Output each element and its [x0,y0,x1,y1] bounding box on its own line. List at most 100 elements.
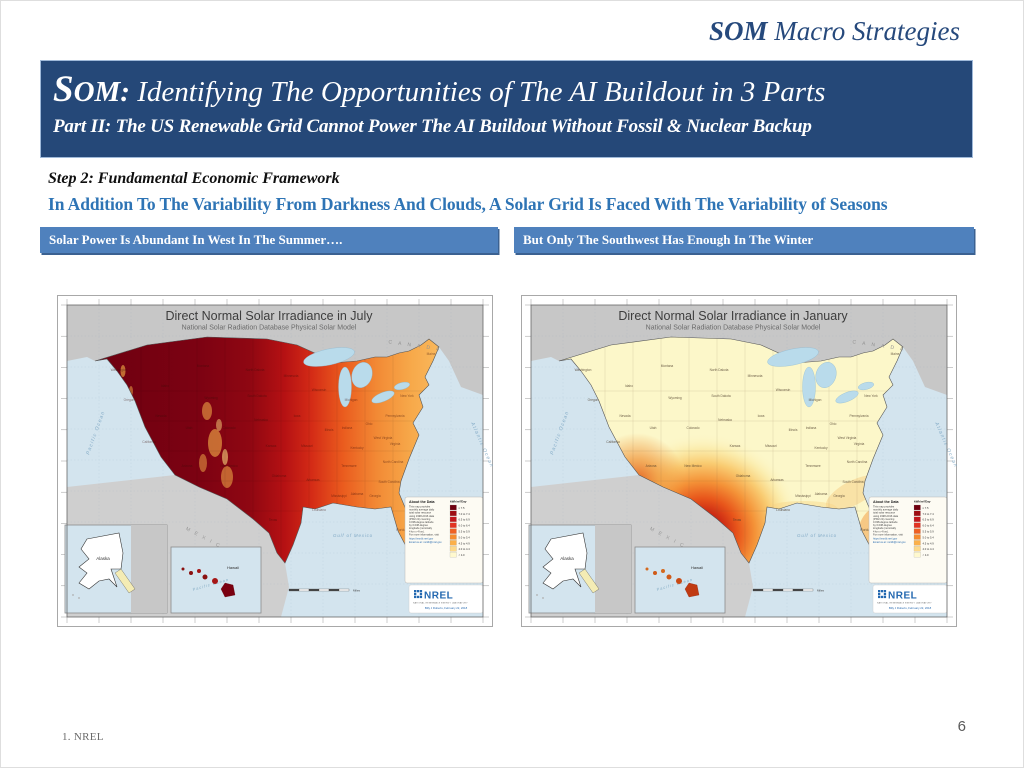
svg-text:New York: New York [400,394,414,398]
column-header-winter: But Only The Southwest Has Enough In The… [514,227,974,253]
svg-text:West Virginia: West Virginia [374,436,393,440]
svg-text:Alaska: Alaska [96,556,110,561]
svg-text:Email us at: nsrdb@nrel.gov: Email us at: nsrdb@nrel.gov [409,540,442,544]
svg-text:5.5 to 5.9: 5.5 to 5.9 [459,530,471,534]
svg-text:Michigan: Michigan [809,398,822,402]
svg-text:New York: New York [864,394,878,398]
nrel-logo: NREL NATIONAL RENEWABLE ENERGY LABORATOR… [872,584,948,614]
svg-text:Wyoming: Wyoming [668,396,681,400]
svg-text:South Dakota: South Dakota [247,394,267,398]
map-title: Direct Normal Solar Irradiance in July N… [165,309,373,332]
svg-text:National Solar Radiation Datab: National Solar Radiation Database Physic… [182,325,357,332]
svg-text:Indiana: Indiana [806,426,817,430]
svg-text:National Solar Radiation Datab: National Solar Radiation Database Physic… [646,325,821,332]
headline: In Addition To The Variability From Dark… [48,194,888,214]
svg-text:This map provides: This map provides [873,505,895,509]
svg-text:longitude (nominally: longitude (nominally [409,526,433,530]
brand-bold: SOM [709,16,768,46]
page-number: 6 [957,718,966,735]
svg-text:4 km x 4 km).: 4 km x 4 km). [873,529,889,533]
svg-text:About the Data: About the Data [409,500,436,504]
svg-text:South Carolina: South Carolina [842,480,863,484]
svg-text:6.5 to 6.9: 6.5 to 6.9 [923,518,935,522]
svg-text:0.038-degree latitude: 0.038-degree latitude [873,520,898,524]
svg-text:Missouri: Missouri [301,444,313,448]
svg-text:Iowa: Iowa [294,414,301,418]
svg-text:4.0 to 4.4: 4.0 to 4.4 [923,547,935,551]
svg-text:7.0 to 7.4: 7.0 to 7.4 [923,512,935,516]
svg-text:Montana: Montana [661,364,674,368]
svg-text:0.038-degree latitude: 0.038-degree latitude [409,520,434,524]
svg-text:New Mexico: New Mexico [684,464,702,468]
svg-text:by 0.038-degree: by 0.038-degree [409,523,428,527]
svg-text:Michigan: Michigan [345,398,358,402]
svg-text:South Carolina: South Carolina [378,480,399,484]
svg-text:California: California [142,440,156,444]
svg-text:For more information, visit: For more information, visit [409,532,439,536]
svg-text:Florida: Florida [396,528,406,532]
svg-text:4.5 to 4.9: 4.5 to 4.9 [459,541,471,545]
svg-text:monthly average daily: monthly average daily [409,508,435,512]
svg-text:Tennessee: Tennessee [805,464,821,468]
svg-text:North Dakota: North Dakota [710,368,729,372]
svg-text:total solar resource: total solar resource [873,511,896,515]
svg-text:Billy J Roberts, February 22,: Billy J Roberts, February 22, 2018 [425,606,468,610]
us-shape [95,337,439,563]
svg-text:Oklahoma: Oklahoma [736,474,751,478]
svg-text:California: California [606,440,620,444]
svg-text:Oregon: Oregon [588,398,599,402]
svg-text:Louisiana: Louisiana [776,508,790,512]
svg-text:Gulf of Mexico: Gulf of Mexico [797,533,837,538]
svg-text:NATIONAL RENEWABLE ENERGY LABO: NATIONAL RENEWABLE ENERGY LABORATORY [877,602,932,605]
svg-text:Missouri: Missouri [765,444,777,448]
svg-text:This map provides: This map provides [409,505,431,509]
svg-text:Wisconsin: Wisconsin [776,388,791,392]
svg-text:Kentucky: Kentucky [814,446,828,450]
svg-text:Alaska: Alaska [560,556,574,561]
svg-text:Mississippi: Mississippi [795,494,811,498]
svg-text:≥ 7.5: ≥ 7.5 [459,506,465,510]
svg-text:Colorado: Colorado [687,426,700,430]
svg-text:by 0.038-degree: by 0.038-degree [873,523,892,527]
svg-text:Nevada: Nevada [156,414,167,418]
svg-text:(PSM v3) covering: (PSM v3) covering [873,517,895,521]
svg-text:Tennessee: Tennessee [341,464,357,468]
brand-logo: SOM Macro Strategies [709,16,960,47]
svg-text:6.5 to 6.9: 6.5 to 6.9 [459,518,471,522]
svg-text:Washington: Washington [111,368,128,372]
svg-text:Ohio: Ohio [830,422,837,426]
svg-text:About the Data: About the Data [873,500,900,504]
svg-text:5.5 to 5.9: 5.5 to 5.9 [923,530,935,534]
svg-text:NREL: NREL [888,591,917,602]
svg-text:< 4.0: < 4.0 [923,553,930,557]
svg-text:New Mexico: New Mexico [220,464,238,468]
svg-text:Direct Normal Solar Irradiance: Direct Normal Solar Irradiance in July [165,309,373,323]
svg-text:Utah: Utah [186,426,193,430]
column-header-summer: Solar Power Is Abundant In West In The S… [40,227,498,253]
svg-text:Miles: Miles [353,589,361,593]
svg-text:Gulf of Mexico: Gulf of Mexico [333,533,373,538]
svg-text:Idaho: Idaho [625,384,633,388]
svg-text:Colorado: Colorado [223,426,236,430]
footnote: 1. NREL [62,731,104,743]
svg-text:4 km x 4 km).: 4 km x 4 km). [409,529,425,533]
solar-map-july: Washington Oregon California Nevada Idaho Mon… [57,295,495,627]
svg-text:Alabama: Alabama [815,492,828,496]
step-label: Step 2: Fundamental Economic Framework [48,170,340,187]
svg-text:< 4.0: < 4.0 [459,553,466,557]
svg-text:Louisiana: Louisiana [312,508,326,512]
svg-text:Texas: Texas [733,518,742,522]
svg-text:Indiana: Indiana [342,426,353,430]
svg-text:https://nsrdb.nrel.gov: https://nsrdb.nrel.gov [409,537,434,541]
slide-title: SOM: Identifying The Opportunities of Th… [53,69,826,110]
svg-text:Maine: Maine [891,352,900,356]
svg-text:South Dakota: South Dakota [711,394,731,398]
svg-text:Washington: Washington [575,368,592,372]
svg-text:Arkansas: Arkansas [306,478,320,482]
svg-text:Montana: Montana [197,364,210,368]
title-banner: SOM: Identifying The Opportunities of Th… [40,60,973,158]
slide-subtitle: Part II: The US Renewable Grid Cannot Po… [53,116,812,137]
